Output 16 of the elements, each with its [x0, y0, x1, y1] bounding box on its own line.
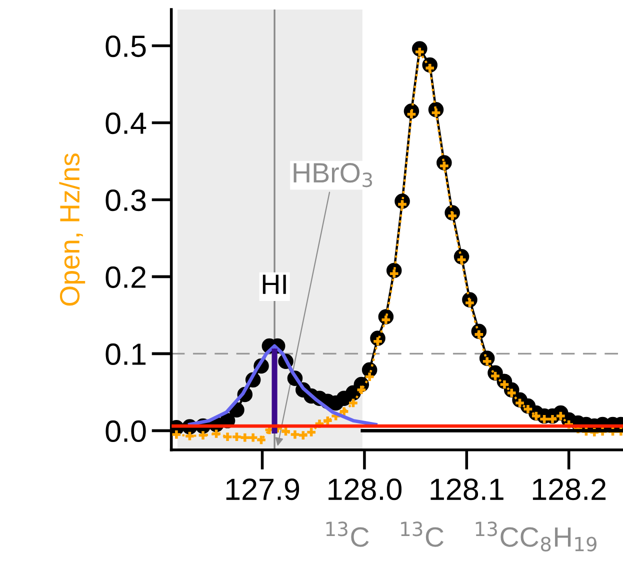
y-tick-label: 0.2	[106, 266, 146, 288]
y-tick-label: 0.5	[106, 35, 146, 58]
y-axis-title: Open, Hz/ns	[59, 154, 86, 306]
y-tick-label: 0.1	[106, 343, 146, 366]
y-tick-label: 0.0	[106, 420, 146, 442]
annotation: HBrO$_{3}$	[294, 162, 372, 188]
x-tick-label: 127.9	[226, 478, 300, 500]
y-tick-label: 0.3	[106, 189, 146, 212]
text: $^{13}$CC$_{8}$H$_{19}$	[476, 522, 596, 552]
annotation: HI	[262, 274, 286, 294]
x-tick-label: 128.1	[430, 478, 504, 500]
x-tick-label: 128.2	[532, 478, 606, 500]
y-tick-label: 0.4	[106, 112, 146, 134]
text: $^{13}$C	[326, 522, 369, 547]
x-tick-label: 128.0	[328, 478, 402, 500]
text: $^{13}$C	[401, 522, 444, 547]
